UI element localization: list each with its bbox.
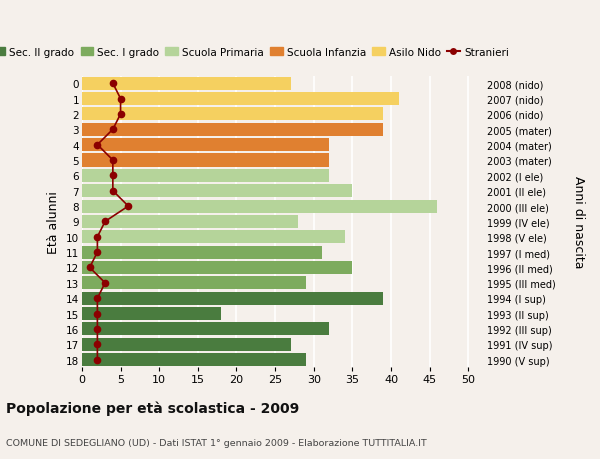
Bar — [82, 231, 344, 244]
Bar — [82, 277, 306, 290]
Bar — [82, 246, 322, 259]
Bar — [82, 308, 221, 320]
Bar — [82, 185, 352, 198]
Bar — [82, 215, 298, 229]
Bar — [82, 78, 290, 90]
Bar — [82, 200, 437, 213]
Bar — [82, 169, 329, 183]
Legend: Sec. II grado, Sec. I grado, Scuola Primaria, Scuola Infanzia, Asilo Nido, Stran: Sec. II grado, Sec. I grado, Scuola Prim… — [0, 44, 513, 62]
Bar — [82, 261, 352, 274]
Bar — [82, 139, 329, 152]
Bar — [82, 292, 383, 305]
Text: COMUNE DI SEDEGLIANO (UD) - Dati ISTAT 1° gennaio 2009 - Elaborazione TUTTITALIA: COMUNE DI SEDEGLIANO (UD) - Dati ISTAT 1… — [6, 438, 427, 448]
Bar — [82, 323, 329, 336]
Bar — [82, 93, 399, 106]
Y-axis label: Anni di nascita: Anni di nascita — [572, 176, 585, 268]
Y-axis label: Età alunni: Età alunni — [47, 190, 61, 253]
Bar — [82, 108, 383, 121]
Bar — [82, 154, 329, 167]
Bar — [82, 353, 306, 366]
Text: Popolazione per età scolastica - 2009: Popolazione per età scolastica - 2009 — [6, 401, 299, 415]
Bar — [82, 338, 290, 351]
Bar — [82, 123, 383, 136]
